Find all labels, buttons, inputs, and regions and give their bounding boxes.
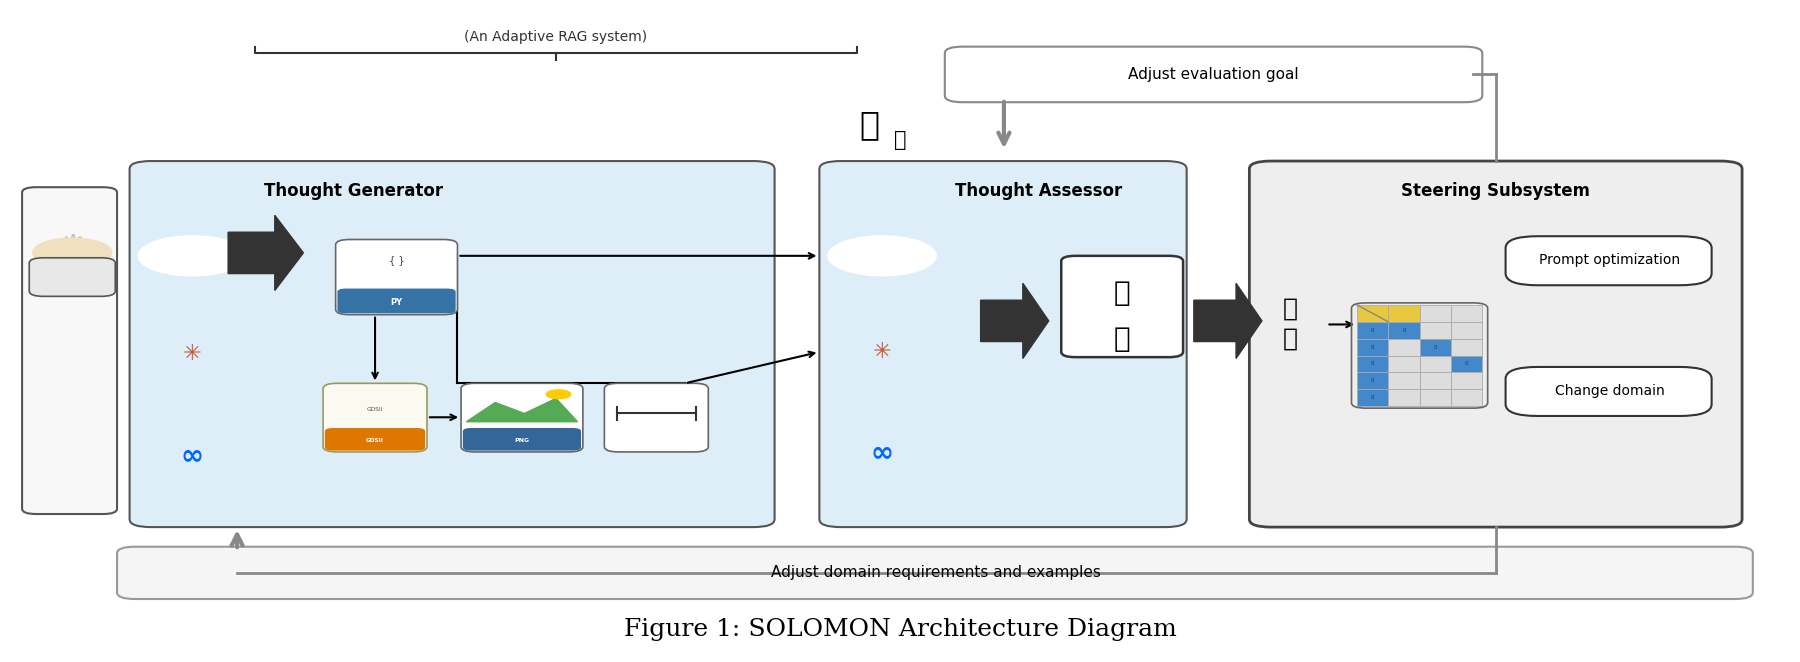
FancyBboxPatch shape	[1062, 256, 1183, 357]
Text: 0: 0	[1402, 328, 1406, 333]
Text: Change domain: Change domain	[1555, 384, 1665, 398]
Bar	[1388, 305, 1420, 322]
Circle shape	[851, 250, 882, 261]
Polygon shape	[466, 399, 578, 422]
Polygon shape	[229, 215, 304, 291]
Bar	[1357, 322, 1388, 339]
FancyBboxPatch shape	[461, 383, 583, 452]
FancyBboxPatch shape	[335, 240, 457, 314]
FancyBboxPatch shape	[324, 428, 425, 451]
Circle shape	[860, 246, 889, 257]
Bar	[1420, 355, 1451, 373]
Bar	[1388, 389, 1420, 406]
Text: 0: 0	[1372, 395, 1375, 401]
Bar	[1420, 305, 1451, 322]
FancyBboxPatch shape	[322, 383, 427, 452]
Bar	[1388, 355, 1420, 373]
Text: ✳: ✳	[184, 344, 202, 364]
Bar	[1388, 339, 1420, 355]
Circle shape	[828, 236, 936, 275]
Text: 📊: 📊	[1283, 296, 1298, 320]
Text: Steering Subsystem: Steering Subsystem	[1400, 182, 1589, 200]
Bar	[1420, 373, 1451, 389]
Text: 🔍: 🔍	[895, 130, 905, 150]
Circle shape	[185, 255, 214, 266]
FancyBboxPatch shape	[1505, 236, 1712, 285]
Text: ∞: ∞	[871, 438, 893, 466]
Text: 0: 0	[1372, 361, 1375, 367]
FancyBboxPatch shape	[819, 161, 1186, 527]
Bar	[1357, 355, 1388, 373]
Bar	[1420, 322, 1451, 339]
Text: Prompt optimization: Prompt optimization	[1539, 254, 1679, 267]
Circle shape	[139, 236, 247, 275]
Circle shape	[875, 246, 905, 257]
Bar	[1357, 305, 1388, 322]
Circle shape	[193, 250, 221, 261]
Text: 0: 0	[1372, 344, 1375, 350]
Circle shape	[875, 255, 905, 266]
Circle shape	[182, 252, 202, 260]
Circle shape	[169, 255, 200, 266]
Text: 0: 0	[1372, 328, 1375, 333]
Circle shape	[873, 252, 891, 260]
FancyBboxPatch shape	[463, 428, 581, 451]
FancyBboxPatch shape	[130, 161, 774, 527]
Bar	[1388, 322, 1420, 339]
FancyBboxPatch shape	[1249, 161, 1742, 527]
Polygon shape	[981, 283, 1049, 358]
Text: 0: 0	[1465, 361, 1469, 367]
Bar	[1451, 355, 1481, 373]
Bar	[1451, 339, 1481, 355]
FancyBboxPatch shape	[117, 547, 1753, 599]
Bar	[1420, 339, 1451, 355]
Text: 👍: 👍	[1114, 279, 1130, 307]
Text: Figure 1: SOLOMON Architecture Diagram: Figure 1: SOLOMON Architecture Diagram	[623, 618, 1177, 641]
Circle shape	[185, 246, 214, 257]
FancyBboxPatch shape	[605, 383, 707, 452]
FancyBboxPatch shape	[22, 187, 117, 514]
Text: GDSII: GDSII	[365, 438, 383, 444]
Circle shape	[547, 390, 571, 399]
FancyBboxPatch shape	[945, 46, 1481, 102]
Bar	[1420, 389, 1451, 406]
Text: ✳: ✳	[873, 342, 891, 362]
Text: 0: 0	[1372, 379, 1375, 383]
Text: 👎: 👎	[1114, 326, 1130, 354]
Text: Adjust domain requirements and examples: Adjust domain requirements and examples	[770, 565, 1102, 581]
Text: PY: PY	[391, 298, 403, 307]
Bar	[1451, 373, 1481, 389]
Bar	[1357, 389, 1388, 406]
Circle shape	[162, 250, 193, 261]
Bar	[1451, 305, 1481, 322]
Text: 👥: 👥	[1283, 327, 1298, 351]
FancyBboxPatch shape	[337, 289, 455, 313]
Circle shape	[169, 246, 200, 257]
Bar	[1357, 373, 1388, 389]
Text: PNG: PNG	[515, 438, 529, 444]
FancyBboxPatch shape	[1505, 367, 1712, 416]
Circle shape	[882, 250, 913, 261]
Text: GDSII: GDSII	[367, 407, 383, 412]
Text: Thought Assessor: Thought Assessor	[956, 182, 1123, 200]
Text: ∞: ∞	[180, 441, 203, 469]
FancyBboxPatch shape	[29, 258, 115, 297]
Text: 📋: 📋	[860, 109, 880, 142]
Bar	[1451, 389, 1481, 406]
Text: { }: { }	[389, 256, 405, 265]
Text: (An Adaptive RAG system): (An Adaptive RAG system)	[464, 30, 648, 44]
Text: Thought Generator: Thought Generator	[265, 182, 443, 200]
Bar	[1357, 339, 1388, 355]
Bar	[1451, 322, 1481, 339]
Text: ⚙: ⚙	[56, 232, 88, 266]
Text: Adjust evaluation goal: Adjust evaluation goal	[1129, 67, 1300, 81]
Circle shape	[860, 255, 889, 266]
Circle shape	[32, 238, 112, 267]
Bar	[1388, 373, 1420, 389]
Text: 0: 0	[1433, 344, 1436, 350]
Polygon shape	[1193, 283, 1262, 358]
